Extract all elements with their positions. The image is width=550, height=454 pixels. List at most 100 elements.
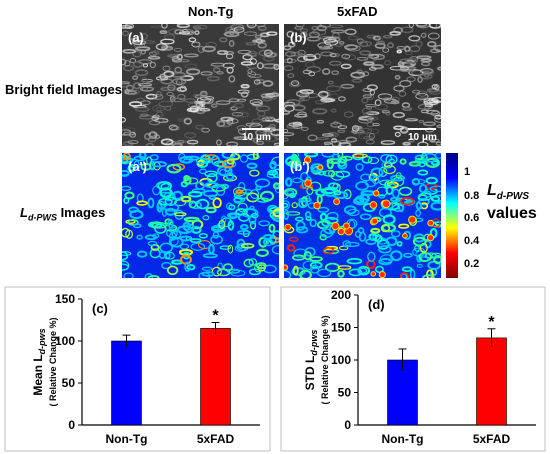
texture-hotspot [317,164,324,171]
texture-cell [246,162,258,170]
texture-speckle [396,49,403,54]
texture-speckle [337,129,346,133]
texture-speckle [132,60,143,68]
texture-hotspot [408,215,417,224]
texture-speckle [242,54,253,61]
texture-speckle [358,133,369,140]
texture-speckle [357,40,373,47]
texture-cell [128,206,139,213]
x-tick-label: Non-Tg [106,432,148,446]
texture-cell [211,266,222,277]
texture-hotspot [333,198,340,206]
texture-cell [383,165,396,175]
texture-hotspot [331,222,340,231]
texture-speckle [140,49,146,55]
texture-speckle [237,49,252,55]
texture-speckle [220,116,234,122]
texture-speckle [366,116,379,121]
texture-speckle [217,120,233,128]
texture-cell [184,261,191,272]
texture-speckle [219,37,228,43]
y-tick-label: 100 [55,334,75,348]
texture-speckle [331,70,340,76]
texture-speckle [145,93,158,100]
texture-speckle [400,66,409,71]
y-tick-label: 50 [338,386,352,400]
texture-hotspot [284,264,289,271]
texture-speckle [176,86,188,92]
texture-speckle [288,41,296,48]
texture-cell [235,208,248,216]
texture-speckle [377,93,393,100]
texture-speckle [185,68,201,76]
texture-speckle [142,63,149,68]
texture-cell [411,177,421,186]
texture-speckle [228,98,240,103]
texture-hotspot [378,271,386,278]
texture-speckle [255,38,263,44]
texture-speckle [122,30,130,36]
texture-cell [249,220,257,230]
texture-hotspot [342,222,350,230]
bar-chart-mean: 0 50 100 150 Non-Tg * 5xFAD (c) Mean Ld-pws( Rel… [4,286,271,452]
texture-cell [246,192,260,203]
texture-cell [166,163,182,174]
texture-speckle [326,85,341,92]
texture-speckle [427,32,440,40]
texture-cell [125,229,134,239]
texture-speckle [431,97,441,103]
texture-speckle [155,111,164,118]
texture-cell [255,262,267,270]
texture-cell [390,174,405,182]
texture-cell [262,264,277,274]
texture-cell [268,223,276,233]
texture-cell [360,190,376,196]
texture-cell [352,197,369,206]
texture-speckle [298,93,309,98]
texture-speckle [195,124,204,130]
texture-speckle [255,24,266,28]
texture-cell [240,243,255,249]
texture-speckle [122,58,127,66]
texture-speckle [393,85,405,92]
texture-cell [433,255,441,265]
texture-cell [310,264,320,274]
texture-speckle [123,127,136,133]
texture-speckle [132,50,142,58]
texture-cell [163,203,180,212]
texture-speckle [428,24,441,29]
texture-speckle [393,125,405,130]
colorbar-tick: 0.6 [464,212,480,224]
texture-speckle [154,134,161,140]
texture-cell [419,183,428,194]
texture-speckle [412,89,421,94]
texture-speckle [122,25,133,29]
texture-cell [321,153,335,158]
texture-speckle [236,124,247,131]
texture-speckle [273,142,279,146]
texture-cell [152,233,160,239]
texture-cell [317,206,330,213]
texture-speckle [368,67,377,71]
texture-speckle [194,100,204,105]
significance-marker: * [212,308,219,325]
texture-cell [272,182,279,190]
texture-cell [274,183,279,194]
texture-speckle [332,32,340,39]
texture-cell [260,190,275,202]
colorbar-tick: 0.4 [464,235,480,247]
texture-speckle [178,31,191,35]
texture-speckle [271,95,277,100]
texture-speckle [250,53,257,57]
texture-speckle [226,66,234,74]
y-tick-label: 100 [331,353,351,367]
texture-cell [414,154,429,162]
texture-cell [423,153,437,163]
texture-speckle [330,93,339,99]
texture-speckle [156,106,162,112]
texture-cell [158,251,166,259]
panel-tag: (d) [368,297,385,312]
texture-speckle [188,102,199,108]
texture-speckle [284,65,294,71]
texture-speckle [394,74,401,80]
